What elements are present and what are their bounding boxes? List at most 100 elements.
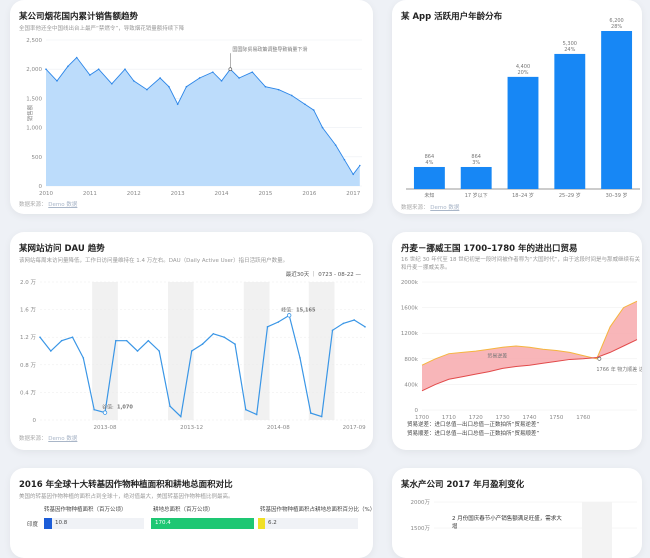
y-tick-label: 2,500 <box>26 38 42 44</box>
date-range-selector[interactable]: 最近30天 ｜ 0723 - 08-22 — <box>285 272 361 278</box>
bar-percent-label: 4% <box>425 160 433 166</box>
category-label: 25–29 岁 <box>559 192 581 199</box>
card-trade-balance: 丹麦－挪威王国 1700–1780 年的进出口贸易 16 世纪 30 年代至 1… <box>392 232 642 450</box>
y-tick-label: 1.6 万 <box>20 307 36 314</box>
x-tick-label: 1760 <box>576 415 590 421</box>
data-point <box>321 126 324 129</box>
card-title: 某公司烟花国内累计销售额趋势 <box>19 12 139 22</box>
source-link[interactable]: Demo 数据 <box>48 202 78 208</box>
y-tick-label: 2000万 <box>411 499 431 506</box>
data-point <box>93 408 95 411</box>
source-label: 数据来源： <box>401 205 429 211</box>
bar-percent-label: 3% <box>472 160 480 166</box>
bar-percent-label: 28% <box>611 24 622 30</box>
x-tick-label: 1700 <box>415 415 429 421</box>
bar-percent-label: 20% <box>517 70 528 76</box>
x-tick-label: 2013 <box>171 191 185 197</box>
data-point <box>343 158 346 161</box>
y-tick-label: 2000k <box>401 280 419 286</box>
export-line <box>421 339 638 392</box>
data-point <box>312 109 315 111</box>
legend-surplus: 贸易顺差：进口总值—出口总值—正数拍所“贸易顺差” <box>407 431 540 437</box>
x-tick-label: 1720 <box>469 415 483 421</box>
y-tick-label: 1200k <box>401 331 419 337</box>
data-point <box>277 321 280 323</box>
max-label: 峰值: <box>281 306 293 313</box>
data-point <box>304 103 306 106</box>
profit-chart[interactable]: 2000万 1500万 <box>392 468 642 558</box>
x-tick-label: 2011 <box>83 191 97 197</box>
y-tick-label: 0.8 万 <box>20 362 36 369</box>
data-point <box>251 71 254 73</box>
card-aquatic-profit: 某水产公司 2017 年月盈利变化 2000万 1500万 2 月份国庆春节小产销… <box>392 468 642 558</box>
data-point <box>245 408 247 411</box>
x-tick-label: 2014-08 <box>267 425 290 431</box>
data-point <box>147 339 150 342</box>
bar-value-label: 864 <box>471 154 481 160</box>
column-header-gmo-area: 转基因作物种植面积（百万公顷） <box>44 507 127 513</box>
y-tick-label: 0.4 万 <box>20 389 36 396</box>
x-tick-label: 1730 <box>496 415 510 421</box>
area-annotation: 贸易逆差 <box>487 353 507 360</box>
bar-track <box>258 518 358 529</box>
card-subtitle: 该网站每周末访问量降低，工作日访问量维持在 1.4 万左右。DAU（Daily … <box>19 258 289 264</box>
data-point <box>198 77 201 79</box>
data-point <box>124 68 126 70</box>
column-header-arable-area: 耕地总面积（百万公顷） <box>153 507 214 513</box>
card-fireworks-sales: 某公司烟花国内累计销售额趋势 全国率他还全中国线出台上最严“禁燃令”，导致烟花销… <box>10 0 373 214</box>
deficit-band <box>422 301 637 391</box>
data-point <box>82 357 85 359</box>
min-marker <box>102 410 108 415</box>
bar <box>601 31 633 189</box>
annotation-marker <box>228 67 233 71</box>
data-point <box>146 88 148 91</box>
source-link[interactable]: Demo 数据 <box>48 436 78 442</box>
data-point <box>220 80 223 82</box>
bar <box>460 166 492 189</box>
x-tick-label: 2016 <box>302 191 316 197</box>
data-point <box>168 85 170 88</box>
weekend-band <box>168 282 194 420</box>
x-tick-label: 2013-12 <box>180 425 203 431</box>
area-fill <box>46 57 360 186</box>
column-header-gmo-percent: 转基因作物种植面积占耕地总面积百分比（%） <box>260 507 373 513</box>
data-point <box>67 65 69 68</box>
card-age-distribution: 某 App 活跃用户年龄分布 864 4% 未知 864 3% 17 岁以下 4,400 20… <box>392 0 642 214</box>
line-chart[interactable]: 2.0 万 1.6 万 1.2 万 0.8 万 0.4 万 0 2013-08 2013-12… <box>10 232 373 450</box>
data-point <box>185 85 188 88</box>
data-point <box>97 68 100 70</box>
data-point <box>352 173 355 176</box>
data-point <box>45 68 47 70</box>
data-point <box>310 412 312 414</box>
x-tick-label: 2013-08 <box>94 425 117 431</box>
x-tick-label: 2010 <box>39 191 53 197</box>
category-label: 17 岁以下 <box>465 192 488 199</box>
data-point <box>75 56 78 59</box>
data-point <box>290 94 293 97</box>
data-point <box>180 415 182 418</box>
source-label: 数据来源： <box>19 202 47 208</box>
data-point <box>211 71 214 73</box>
arable-area-bar <box>151 518 254 529</box>
data-point <box>212 332 215 335</box>
bar <box>554 53 586 189</box>
data-point <box>299 357 301 359</box>
bar-value-label: 6,200 <box>609 18 623 24</box>
y-tick-label: 1,000 <box>26 126 42 132</box>
bar <box>507 76 539 189</box>
category-label: 18–24 岁 <box>512 192 534 199</box>
bar <box>413 166 445 189</box>
max-marker <box>286 313 292 318</box>
card-gmo-comparison: 2016 年全球十大转基因作物种植面积和耕地总面积对比 美国的转基因作物种植的面… <box>10 468 373 558</box>
source-link[interactable]: Demo 数据 <box>430 205 460 211</box>
import-line <box>421 300 638 366</box>
card-subtitle: 16 世纪 30 年代至 18 世纪初是一段时间被作者称为“大国时代”，由于这段… <box>401 257 640 271</box>
x-tick-label: 2017 <box>346 191 360 197</box>
data-point <box>50 350 52 352</box>
annotation-marker <box>597 356 602 361</box>
card-dau-trend: 某网站访问 DAU 趋势 该网站每周末访问量降低，工作日访问量维持在 1.4 万… <box>10 232 373 450</box>
data-point <box>71 336 74 338</box>
